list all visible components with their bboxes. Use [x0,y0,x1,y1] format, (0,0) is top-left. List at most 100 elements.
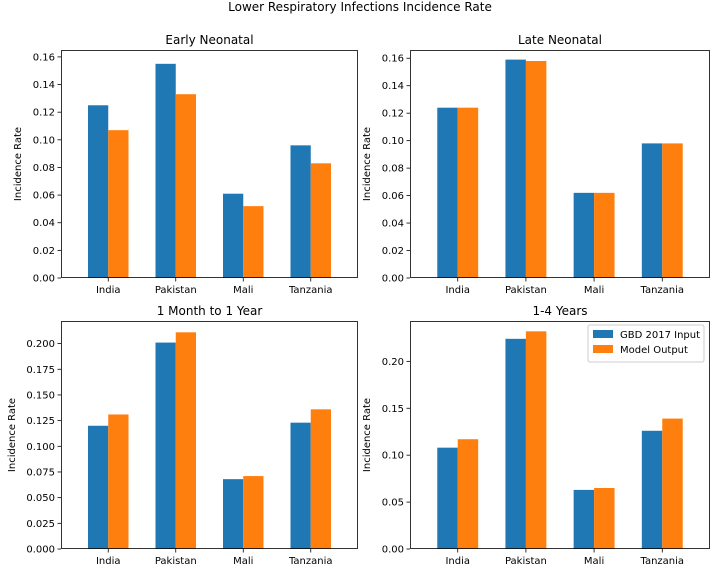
bar-output-tanzania [662,143,683,278]
y-axis-label: Incidence Rate [362,127,373,201]
bar-input-tanzania [641,430,663,549]
chart-panel-4: 1-4 Years India Pakistan Mali Tanzania 0.00 0.… [362,304,710,567]
bar-input-mali [573,192,595,278]
y-tick-label: 0.100 [26,442,55,453]
x-tick-label: India [96,285,121,296]
x-tick-label: India [445,285,470,296]
y-tick-label: 0.14 [382,81,404,92]
x-tick-label: Pakistan [155,556,197,567]
x-tick-label: Mali [584,556,604,567]
chart-panel-2: Late Neonatal India Pakistan Mali Tanzania 0.… [362,33,710,296]
bar-output-mali [594,488,615,549]
y-tick-label: 0.025 [26,519,55,530]
panel-title: Late Neonatal [518,33,602,47]
bar-input-tanzania [290,422,311,549]
bar-input-pakistan [155,342,176,549]
bar-output-pakistan [525,60,547,279]
bar-input-india [88,425,109,549]
y-tick-label: 0.12 [382,109,404,120]
bar-output-pakistan [175,94,196,278]
axes-frame [410,321,710,549]
bar-output-india [108,414,129,549]
y-tick-label: 0.00 [382,545,404,556]
y-tick-label: 0.200 [26,339,55,350]
y-tick-label: 0.12 [33,108,55,119]
y-tick-label: 0.04 [33,218,55,229]
legend-swatch [593,330,613,338]
y-tick-label: 0.075 [26,467,55,478]
x-tick-label: Pakistan [155,285,197,296]
legend-box [587,324,705,363]
x-tick-label: Tanzania [288,285,333,296]
bar-input-mali [223,193,244,278]
bar-output-tanzania [310,409,331,549]
figure-title: Lower Respiratory Infections Incidence R… [228,0,492,14]
legend: GBD 2017 Input Model Output [587,324,705,363]
bar-input-tanzania [290,145,311,278]
x-tick-label: Mali [233,556,253,567]
bar-input-pakistan [155,63,176,279]
bar-output-pakistan [525,331,547,549]
y-tick-label: 0.14 [33,80,55,91]
x-tick-label: Tanzania [288,556,333,567]
x-tick-label: Tanzania [639,285,684,296]
axes-frame [61,50,358,278]
bar-input-mali [223,479,244,549]
y-tick-label: 0.08 [33,163,55,174]
y-tick-label: 0.15 [382,404,404,415]
y-tick-label: 0.000 [26,545,55,556]
x-tick-label: Mali [233,285,253,296]
bar-input-tanzania [641,143,663,278]
x-tick-label: Pakistan [505,556,547,567]
y-tick-label: 0.175 [26,365,55,376]
panel-title: 1-4 Years [532,304,587,318]
bar-output-pakistan [175,332,196,549]
axes-frame [61,321,358,549]
bar-output-mali [243,206,264,278]
bar-output-india [457,439,479,549]
y-tick-label: 0.02 [33,246,55,257]
panel-title: 1 Month to 1 Year [157,304,263,318]
axes-frame [410,50,710,278]
y-tick-label: 0.04 [382,219,404,230]
y-tick-label: 0.125 [26,416,55,427]
legend-label: Model Output [620,345,688,356]
bar-input-india [437,447,458,549]
legend-swatch [593,345,613,353]
y-tick-label: 0.10 [382,451,404,462]
legend-label: GBD 2017 Input [620,330,700,341]
x-tick-label: Tanzania [639,556,684,567]
bar-output-tanzania [662,418,683,549]
x-tick-label: Mali [584,285,604,296]
bar-output-india [108,130,129,278]
y-tick-label: 0.00 [382,274,404,285]
bar-input-india [437,107,458,279]
x-tick-label: Pakistan [505,285,547,296]
y-tick-label: 0.00 [33,274,55,285]
bar-input-pakistan [505,59,526,278]
y-axis-label: Incidence Rate [13,127,24,201]
x-tick-label: India [445,556,470,567]
bar-output-mali [243,476,264,549]
chart-panel-1: Early Neonatal India Pakistan Mali Tanzania 0… [13,33,358,296]
bar-input-pakistan [505,338,526,549]
panel-title: Early Neonatal [165,33,253,47]
y-tick-label: 0.16 [33,52,55,63]
y-tick-label: 0.06 [33,191,55,202]
y-tick-label: 0.150 [26,390,55,401]
bar-input-mali [573,489,595,549]
y-tick-label: 0.06 [382,191,404,202]
y-axis-label: Incidence Rate [362,398,373,472]
y-tick-label: 0.10 [33,135,55,146]
bar-output-india [457,107,479,279]
y-tick-label: 0.20 [382,357,404,368]
bar-output-mali [594,192,615,278]
y-tick-label: 0.08 [382,164,404,175]
bar-output-tanzania [310,163,331,278]
x-tick-label: India [96,556,121,567]
bar-input-india [88,105,109,278]
y-tick-label: 0.050 [26,493,55,504]
y-tick-label: 0.10 [382,136,404,147]
